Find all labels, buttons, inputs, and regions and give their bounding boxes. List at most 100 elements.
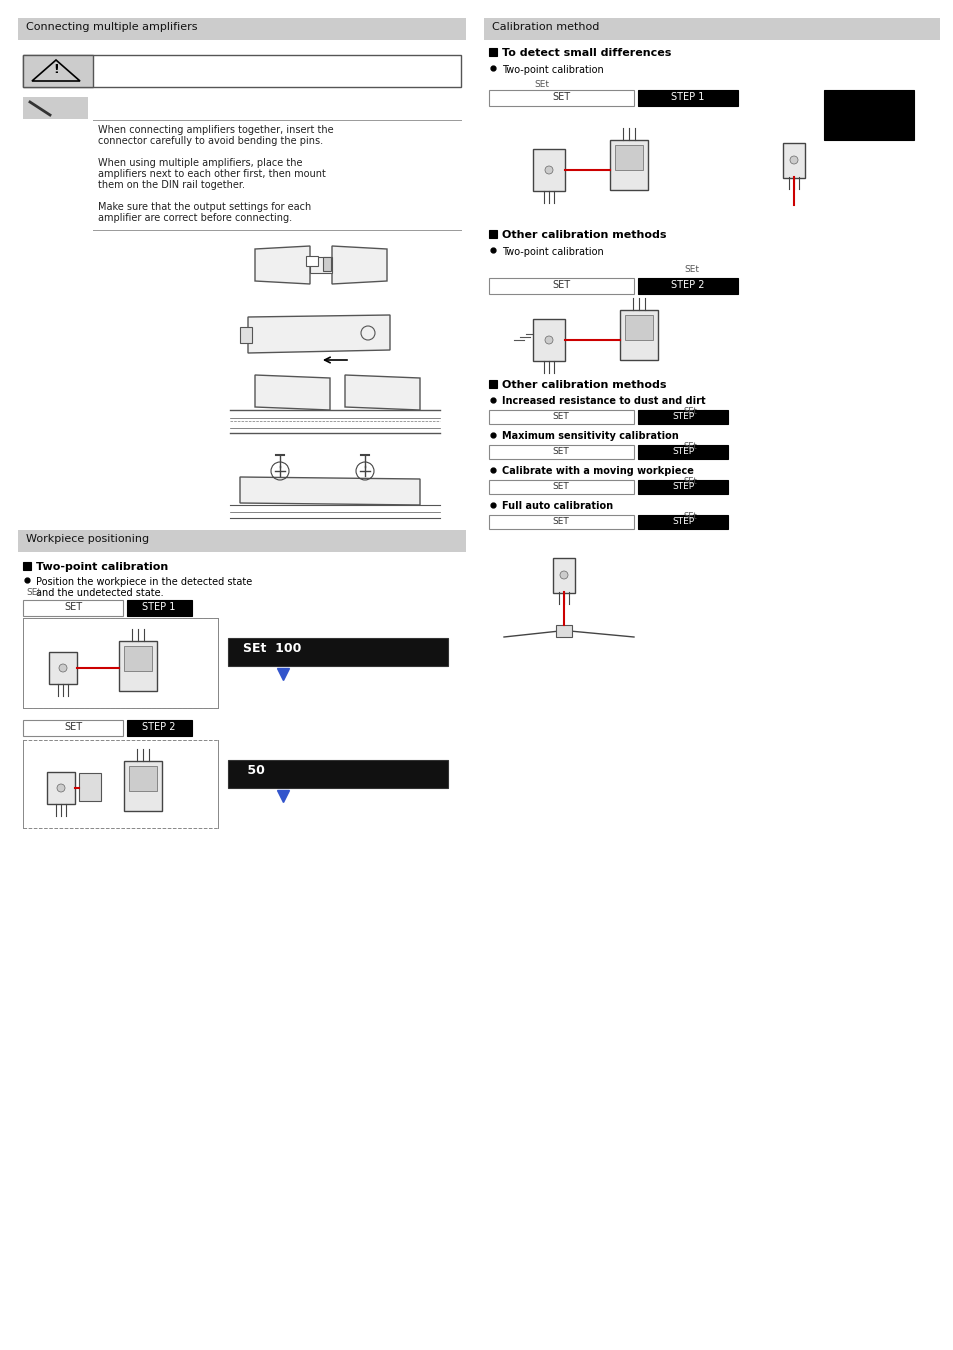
Bar xyxy=(49,652,77,684)
Bar xyxy=(489,230,497,238)
Text: Other calibration methods: Other calibration methods xyxy=(501,230,666,240)
Polygon shape xyxy=(254,246,310,284)
Polygon shape xyxy=(240,477,419,505)
Text: amplifiers next to each other first, then mount: amplifiers next to each other first, the… xyxy=(98,169,326,180)
Text: SET: SET xyxy=(552,92,570,103)
Circle shape xyxy=(559,571,567,579)
Text: Full auto calibration: Full auto calibration xyxy=(501,501,613,512)
Polygon shape xyxy=(248,315,390,352)
Bar xyxy=(124,761,162,811)
Text: 50: 50 xyxy=(243,764,265,778)
Bar xyxy=(782,143,804,178)
Bar xyxy=(823,90,913,140)
Text: SET: SET xyxy=(552,482,569,491)
Polygon shape xyxy=(332,246,387,284)
Text: SET: SET xyxy=(552,447,569,456)
Bar xyxy=(489,410,634,424)
Bar xyxy=(124,647,152,671)
Text: When using multiple amplifiers, place the: When using multiple amplifiers, place th… xyxy=(98,158,302,167)
Bar xyxy=(624,315,652,340)
Text: them on the DIN rail together.: them on the DIN rail together. xyxy=(98,180,245,190)
Bar xyxy=(489,514,634,529)
Text: SEt: SEt xyxy=(683,512,697,521)
Bar xyxy=(483,18,939,40)
Bar xyxy=(638,481,727,494)
Text: Position the workpiece in the detected state: Position the workpiece in the detected s… xyxy=(36,576,252,587)
Bar xyxy=(638,514,727,529)
Bar xyxy=(129,765,157,791)
Bar xyxy=(638,446,727,459)
Bar xyxy=(23,562,30,570)
Bar xyxy=(23,599,123,616)
Bar xyxy=(489,481,634,494)
Circle shape xyxy=(59,664,67,672)
Text: SET: SET xyxy=(64,722,82,732)
Text: STEP 2: STEP 2 xyxy=(142,722,175,732)
Text: To detect small differences: To detect small differences xyxy=(501,49,671,58)
Bar xyxy=(119,641,157,691)
Bar xyxy=(127,599,192,616)
Bar xyxy=(240,327,252,343)
Bar xyxy=(615,144,642,170)
Bar xyxy=(79,774,101,801)
Text: SET: SET xyxy=(64,602,82,612)
Text: SEt: SEt xyxy=(683,265,699,274)
Bar xyxy=(489,90,634,107)
Polygon shape xyxy=(345,375,419,410)
Text: STEP: STEP xyxy=(671,447,694,456)
Bar xyxy=(23,97,88,119)
Text: SET: SET xyxy=(552,412,569,421)
Text: STEP 2: STEP 2 xyxy=(671,279,704,290)
Text: STEP 1: STEP 1 xyxy=(142,602,175,612)
Bar xyxy=(533,319,564,360)
Bar xyxy=(489,49,497,55)
Bar xyxy=(556,625,572,637)
Text: SET: SET xyxy=(552,517,569,526)
Text: STEP: STEP xyxy=(671,482,694,491)
Bar xyxy=(489,278,634,294)
Bar xyxy=(47,772,75,805)
Bar xyxy=(489,446,634,459)
Bar xyxy=(18,531,465,552)
Bar xyxy=(228,760,448,788)
Text: SEt  100: SEt 100 xyxy=(243,643,301,655)
Bar xyxy=(310,261,314,270)
Text: and the undetected state.: and the undetected state. xyxy=(36,589,164,598)
Bar xyxy=(228,639,448,666)
Bar xyxy=(553,558,575,593)
Text: SEt: SEt xyxy=(26,589,41,597)
Text: Workpiece positioning: Workpiece positioning xyxy=(26,535,149,544)
Bar xyxy=(638,278,738,294)
Text: Calibration method: Calibration method xyxy=(492,22,598,32)
Bar xyxy=(638,90,738,107)
Bar xyxy=(23,55,92,86)
Text: Make sure that the output settings for each: Make sure that the output settings for e… xyxy=(98,202,311,212)
Circle shape xyxy=(57,784,65,792)
Text: connector carefully to avoid bending the pins.: connector carefully to avoid bending the… xyxy=(98,136,323,146)
Bar xyxy=(127,720,192,736)
Circle shape xyxy=(789,157,797,163)
Bar xyxy=(533,148,564,190)
Text: Two-point calibration: Two-point calibration xyxy=(501,65,603,76)
Text: When connecting amplifiers together, insert the: When connecting amplifiers together, ins… xyxy=(98,126,334,135)
Text: STEP: STEP xyxy=(671,412,694,421)
Bar xyxy=(327,261,332,270)
Bar xyxy=(23,55,460,86)
Text: !: ! xyxy=(53,63,59,76)
Bar xyxy=(23,720,123,736)
Circle shape xyxy=(544,336,553,344)
Circle shape xyxy=(544,166,553,174)
Bar xyxy=(609,140,647,190)
Text: Maximum sensitivity calibration: Maximum sensitivity calibration xyxy=(501,431,678,441)
Text: SET: SET xyxy=(552,279,570,290)
Bar xyxy=(306,256,317,266)
Text: Connecting multiple amplifiers: Connecting multiple amplifiers xyxy=(26,22,197,32)
Bar xyxy=(323,256,331,271)
Bar xyxy=(619,310,658,360)
Bar xyxy=(489,379,497,387)
Text: STEP 1: STEP 1 xyxy=(671,92,704,103)
Text: SEt: SEt xyxy=(683,477,697,486)
Text: SEt: SEt xyxy=(683,406,697,416)
Bar xyxy=(23,740,218,828)
Text: Other calibration methods: Other calibration methods xyxy=(501,379,666,390)
